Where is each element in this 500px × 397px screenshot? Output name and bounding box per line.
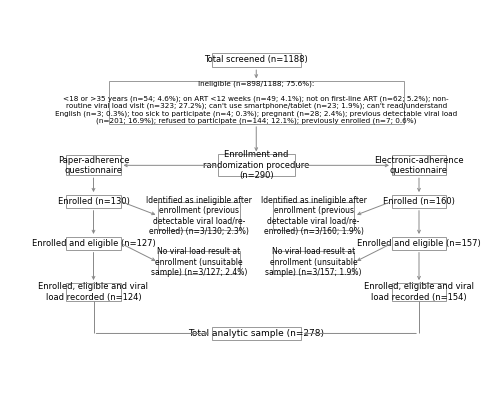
- FancyBboxPatch shape: [158, 251, 240, 274]
- Text: Electronic-adherence
questionnaire: Electronic-adherence questionnaire: [374, 156, 464, 175]
- FancyBboxPatch shape: [273, 202, 354, 229]
- FancyBboxPatch shape: [392, 237, 446, 250]
- FancyBboxPatch shape: [218, 154, 295, 176]
- Text: Identified as ineligible after
enrollment (previous
detectable viral load/re-
en: Identified as ineligible after enrollmen…: [146, 196, 252, 236]
- Text: No viral load result at
enrollment (unsuitable
sample) (n=3/157; 1.9%): No viral load result at enrollment (unsu…: [266, 247, 362, 277]
- Text: Enrolled, eligible and viral
load recorded (n=154): Enrolled, eligible and viral load record…: [364, 283, 474, 302]
- Text: Enrolled (n=160): Enrolled (n=160): [383, 197, 455, 206]
- FancyBboxPatch shape: [66, 283, 120, 301]
- FancyBboxPatch shape: [212, 52, 301, 67]
- FancyBboxPatch shape: [66, 155, 120, 175]
- Text: Enrollment and
randomization procedure
(n=290): Enrollment and randomization procedure (…: [203, 150, 310, 180]
- FancyBboxPatch shape: [273, 251, 354, 274]
- Text: Total analytic sample (n=278): Total analytic sample (n=278): [188, 329, 324, 338]
- Text: Total screened (n=1188): Total screened (n=1188): [204, 55, 308, 64]
- FancyBboxPatch shape: [158, 202, 240, 229]
- Text: Ineligible (n=898/1188; 75.6%):

<18 or >35 years (n=54; 4.6%); on ART <12 weeks: Ineligible (n=898/1188; 75.6%): <18 or >…: [55, 81, 458, 124]
- Text: Enrolled and eligible (n=127): Enrolled and eligible (n=127): [32, 239, 156, 248]
- FancyBboxPatch shape: [392, 155, 446, 175]
- FancyBboxPatch shape: [212, 327, 301, 340]
- Text: Enrolled (n=130): Enrolled (n=130): [58, 197, 130, 206]
- Text: Enrolled and eligible (n=157): Enrolled and eligible (n=157): [357, 239, 481, 248]
- Text: No viral load result at
enrollment (unsuitable
sample) (n=3/127; 2.4%): No viral load result at enrollment (unsu…: [150, 247, 247, 277]
- FancyBboxPatch shape: [392, 195, 446, 208]
- FancyBboxPatch shape: [109, 81, 404, 124]
- Text: Identified as ineligible after
enrollment (previous
detectable viral load/re-
en: Identified as ineligible after enrollmen…: [260, 196, 366, 236]
- FancyBboxPatch shape: [66, 195, 120, 208]
- FancyBboxPatch shape: [66, 237, 120, 250]
- Text: Paper-adherence
questionnaire: Paper-adherence questionnaire: [58, 156, 129, 175]
- FancyBboxPatch shape: [392, 283, 446, 301]
- Text: Enrolled, eligible and viral
load recorded (n=124): Enrolled, eligible and viral load record…: [38, 283, 148, 302]
